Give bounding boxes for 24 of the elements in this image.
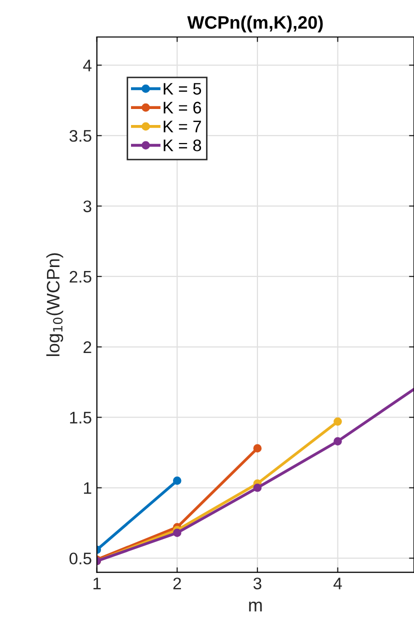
point [253,484,262,492]
y-axis-title: log$_{10}$(WCPn) [46,253,64,356]
legend-label: K = 6 [164,102,202,114]
x-tick-label: 4 [333,578,342,590]
x-tick-label: 1 [94,578,101,590]
point [334,417,342,426]
x-axis-title: m [249,602,262,612]
legend-label: K = 8 [164,140,202,152]
y-tick-label: 4 [83,60,92,72]
x-tick-label: 3 [253,578,262,590]
legend-label: K = 5 [164,83,202,95]
point [253,444,262,452]
y-tick-label: 3.5 [69,130,92,142]
y-tick-label: 2 [84,341,92,353]
legend-label: K = 7 [164,120,201,132]
y-tick-label: 1.5 [70,412,92,424]
y-tick-label: 2.5 [70,270,92,283]
x-tick-label: 2 [173,578,181,590]
y-tick-label: 1 [84,482,92,494]
point [172,528,182,538]
y-tick-label: 3 [83,200,92,212]
y-tick-label: 0.5 [70,552,92,564]
point [334,437,342,446]
chart-title: WCPn((m,K),20) [187,16,323,32]
